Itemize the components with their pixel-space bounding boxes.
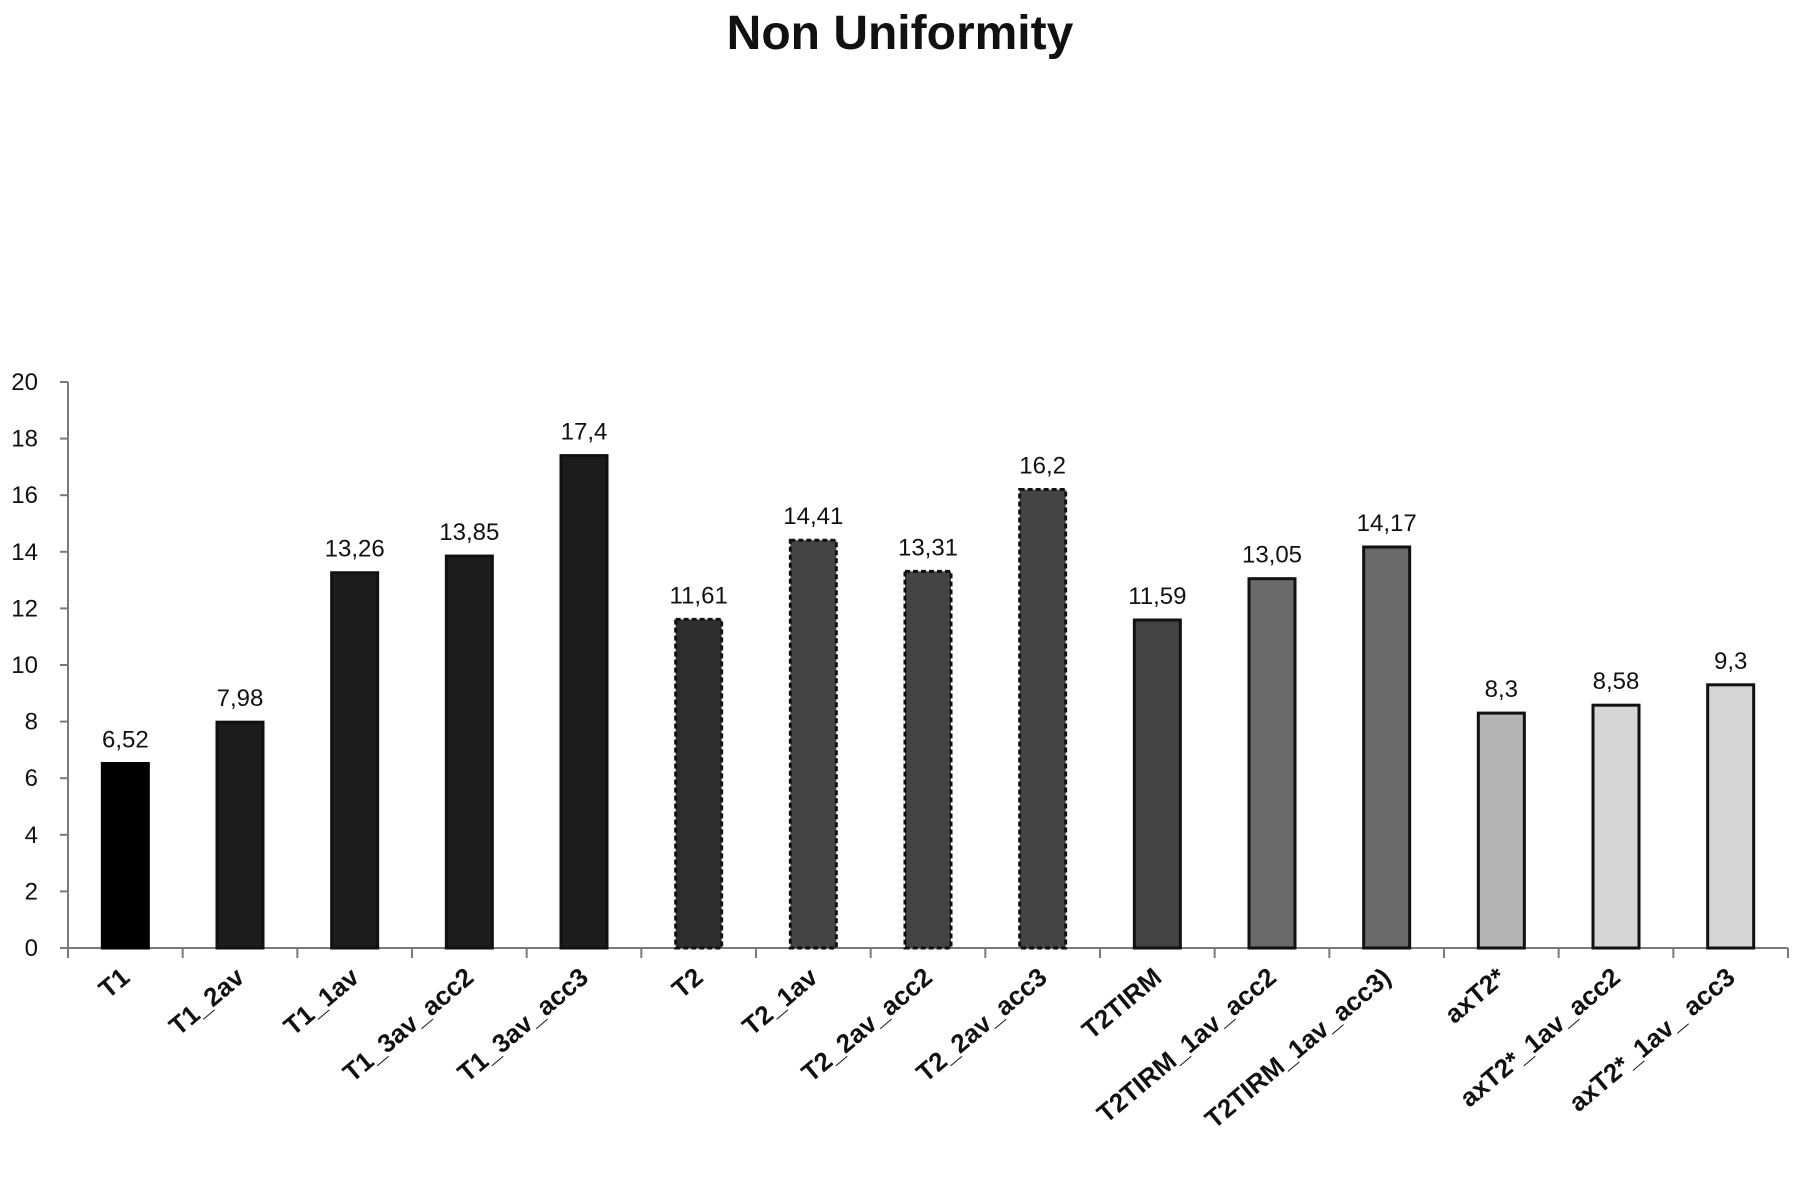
bar (444, 554, 494, 950)
data-label: 11,59 (1128, 583, 1186, 610)
data-label: 11,61 (670, 582, 728, 609)
bar (215, 720, 265, 950)
y-tick-label: 12 (11, 595, 38, 622)
data-label: 6,52 (102, 726, 149, 753)
data-labels: 6,52 7,98 13,26 13,85 17,4 11,61 14,41 13,31 16,… (102, 419, 1747, 754)
y-tick-label: 4 (25, 822, 38, 849)
y-tick-label: 0 (25, 935, 38, 962)
bar (1591, 703, 1641, 950)
data-label: 13,26 (325, 536, 385, 563)
bar (559, 454, 609, 950)
y-tick-label: 20 (11, 369, 38, 396)
data-label: 7,98 (217, 685, 264, 712)
x-tick-label: T2TIRM_1av_acc3) (1199, 962, 1397, 1135)
x-tick-label: T1 (93, 962, 136, 1004)
bar (903, 569, 953, 950)
y-tick-label: 6 (25, 765, 38, 792)
data-label: 17,4 (561, 419, 608, 446)
data-label: 13,05 (1242, 542, 1302, 569)
x-tick-label: T1_1av (278, 961, 365, 1041)
data-label: 14,41 (783, 503, 843, 530)
data-label: 16,2 (1019, 453, 1066, 480)
chart-title: Non Uniformity (726, 7, 1074, 60)
data-label: 13,85 (439, 519, 499, 546)
bar (1247, 577, 1297, 950)
x-tick-label: T2TIRM (1076, 962, 1167, 1045)
data-label: 8,3 (1485, 676, 1518, 703)
bar (1476, 711, 1526, 950)
bar (330, 571, 380, 950)
x-tick-label: T2 (666, 962, 709, 1004)
bar (1132, 618, 1182, 950)
bars (100, 454, 1756, 950)
bar (788, 538, 838, 950)
y-tick-label: 10 (11, 652, 38, 679)
bar (674, 617, 724, 950)
bar (1018, 488, 1068, 950)
data-label: 8,58 (1593, 668, 1640, 695)
bar (100, 761, 150, 950)
y-tick-label: 2 (25, 878, 38, 905)
x-tick-label: T2_1av (736, 961, 823, 1041)
y-tick-label: 18 (11, 426, 38, 453)
bar (1362, 545, 1412, 950)
data-label: 9,3 (1714, 648, 1747, 675)
data-label: 14,17 (1357, 510, 1417, 537)
y-tick-label: 8 (25, 709, 38, 736)
x-tick-label: axT2* (1439, 961, 1512, 1029)
y-tick-label: 14 (11, 539, 38, 566)
bar (1706, 683, 1756, 950)
x-tick-label: T1_2av (163, 961, 250, 1041)
data-label: 13,31 (898, 534, 958, 561)
y-tick-label: 16 (11, 482, 38, 509)
